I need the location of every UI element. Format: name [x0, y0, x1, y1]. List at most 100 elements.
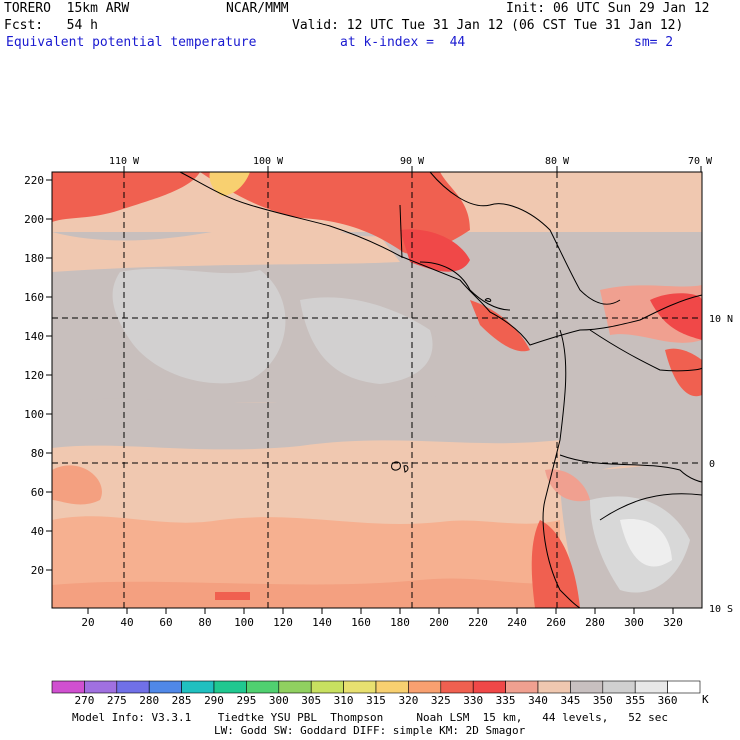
pacific-coastline — [179, 171, 703, 346]
nicaragua-border — [469, 289, 511, 311]
south-america-coast — [542, 329, 581, 609]
footer-model-info: Model Info: V3.3.1 Tiedtke YSU PBL Thomp… — [72, 711, 669, 724]
colorbar-label: 275 — [107, 694, 127, 707]
colorbar-label: 360 — [658, 694, 678, 707]
colorbar-unit: K — [702, 693, 709, 706]
colorbar-swatch — [667, 680, 701, 694]
colorbar-swatch — [440, 680, 474, 694]
valid-time: Valid: 12 UTC Tue 31 Jan 12 (06 CST Tue … — [292, 18, 684, 33]
x-tick-label: 20 — [81, 616, 94, 629]
colorbar-label: 355 — [625, 694, 645, 707]
colorbar-label: 330 — [463, 694, 483, 707]
field-patch-335-ecuador — [545, 469, 590, 502]
x-tick-labels: 20 40 60 80 100 120 140 160 180 200 220 … — [81, 616, 683, 629]
peru-brazil-border — [599, 493, 703, 521]
axis-ticks — [46, 166, 702, 614]
x-tick-label: 280 — [585, 616, 605, 629]
colorbar — [51, 680, 701, 694]
lake-nicaragua — [484, 298, 492, 302]
colorbar-swatch — [213, 680, 247, 694]
galapagos-islands — [391, 461, 401, 471]
colorbar-label: 295 — [236, 694, 256, 707]
colorbar-label: 335 — [496, 694, 516, 707]
x-tick-label: 220 — [468, 616, 488, 629]
colombia-venezuela-border — [589, 329, 703, 372]
org-label: NCAR/MMM — [226, 1, 289, 16]
y-tick-label: 220 — [24, 174, 44, 187]
x-tick-label: 240 — [507, 616, 527, 629]
colorbar-swatch — [537, 680, 571, 694]
colorbar-label: 290 — [204, 694, 224, 707]
footer-physics-info: LW: Godd SW: Goddard DIFF: simple KM: 2D… — [214, 724, 526, 737]
field-patch-330-west — [52, 465, 102, 505]
field-patch-350-center — [300, 297, 433, 384]
field-band-340-north — [52, 219, 400, 272]
x-tick-label: 320 — [663, 616, 683, 629]
init-time: Init: 06 UTC Sun 29 Jan 12 — [506, 1, 710, 16]
x-tick-label: 80 — [198, 616, 211, 629]
colorbar-label: 345 — [560, 694, 580, 707]
field-patch-325-peru-coast — [531, 520, 580, 608]
lon-label-90w: 90 W — [400, 156, 425, 167]
y-tick-label: 180 — [24, 252, 44, 265]
field-patch-315 — [209, 172, 250, 196]
y-tick-label: 200 — [24, 213, 44, 226]
colorbar-labels: 270 275 280 285 290 295 300 305 310 315 320 325 330 3… — [74, 694, 677, 707]
colorbar-swatch — [181, 680, 215, 694]
y-tick-label: 160 — [24, 291, 44, 304]
x-tick-label: 260 — [546, 616, 566, 629]
y-tick-label: 40 — [31, 525, 44, 538]
colorbar-label: 340 — [528, 694, 548, 707]
colorbar-swatch — [246, 680, 280, 694]
colorbar-label: 310 — [334, 694, 354, 707]
y-tick-label: 60 — [31, 486, 44, 499]
lat-lon-grid — [52, 172, 702, 608]
field-patch-330-venezuela-east — [665, 348, 702, 397]
colorbar-swatch — [343, 680, 377, 694]
colorbar-swatch — [570, 680, 604, 694]
lon-label-70w: 70 W — [688, 156, 713, 167]
colorbar-swatch — [84, 680, 118, 694]
y-tick-label: 140 — [24, 330, 44, 343]
colorbar-label: 320 — [398, 694, 418, 707]
y-tick-label: 20 — [31, 564, 44, 577]
y-tick-label: 80 — [31, 447, 44, 460]
smoothing-label: sm= 2 — [634, 35, 674, 50]
x-tick-label: 100 — [234, 616, 254, 629]
field-land-colombia — [560, 320, 702, 470]
map-field — [52, 172, 702, 608]
colorbar-swatch — [472, 680, 506, 694]
colorbar-label: 285 — [172, 694, 192, 707]
map-frame — [51, 171, 703, 609]
colorbar-swatch — [375, 680, 409, 694]
field-patch-325-south — [215, 592, 250, 600]
colorbar-swatch — [408, 680, 442, 694]
field-patch-330-maracaibo — [650, 293, 702, 340]
x-tick-label: 300 — [624, 616, 644, 629]
colorbar-label: 270 — [74, 694, 94, 707]
colorbar-label: 305 — [301, 694, 321, 707]
field-patch-350-west — [112, 268, 286, 384]
model-title: TORERO 15km ARW — [4, 1, 130, 16]
y-tick-label: 100 — [24, 408, 44, 421]
x-tick-label: 160 — [351, 616, 371, 629]
level-label: at k-index = 44 — [340, 35, 466, 50]
colorbar-swatch — [51, 680, 85, 694]
x-tick-label: 40 — [120, 616, 133, 629]
colorbar-swatch — [310, 680, 344, 694]
field-patch-325-honduras — [400, 229, 470, 272]
lat-label-equator: 0 — [709, 459, 715, 470]
colorbar-swatch — [634, 680, 668, 694]
y-tick-label: 120 — [24, 369, 44, 382]
y-tick-labels: 220 200 180 160 140 120 100 80 60 40 20 — [24, 174, 44, 577]
coastlines — [179, 171, 703, 609]
colorbar-label: 325 — [431, 694, 451, 707]
colorbar-swatch — [116, 680, 150, 694]
forecast-hour: Fcst: 54 h — [4, 18, 98, 33]
x-tick-label: 140 — [312, 616, 332, 629]
lat-label-10s: 10 S — [709, 604, 733, 615]
x-tick-label: 180 — [390, 616, 410, 629]
colorbar-label: 280 — [139, 694, 159, 707]
ecuador-peru-border — [559, 454, 703, 483]
guatemala-border — [399, 204, 403, 259]
